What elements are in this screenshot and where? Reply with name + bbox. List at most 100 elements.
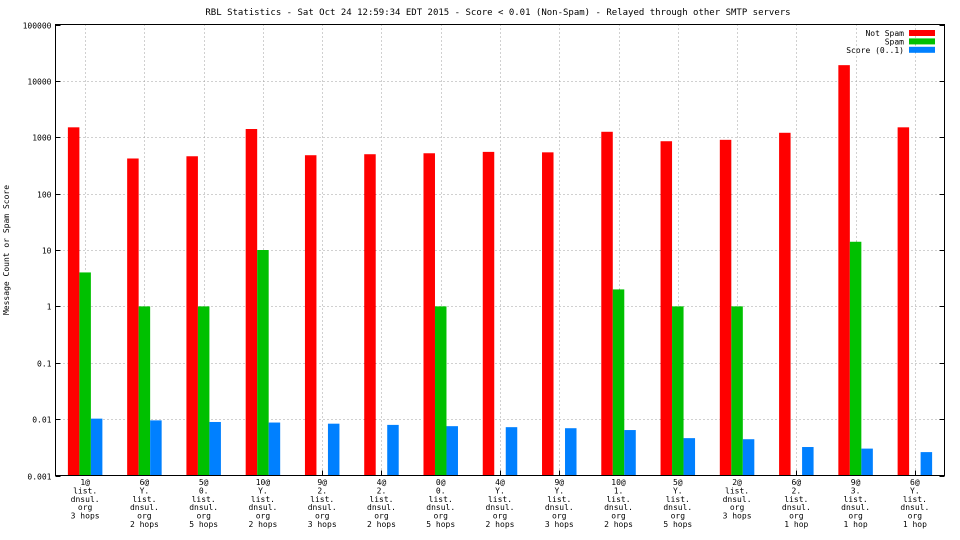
bar-spam (257, 250, 269, 476)
x-tick-label: dnsul. (486, 503, 515, 512)
y-tick-label: 100000 (23, 22, 52, 31)
x-tick-label: dnsul. (545, 503, 574, 512)
x-tick-label: dnsul. (308, 503, 337, 512)
x-tick-label: 2 hops (367, 520, 396, 529)
bar-not-spam (838, 65, 850, 476)
x-tick-label: 2. (317, 486, 327, 495)
x-tick-label: 6@ (792, 478, 802, 487)
x-tick-label: 1@ (80, 478, 90, 487)
x-tick-label: org (908, 512, 923, 521)
x-tick-label: 3 hops (308, 520, 337, 529)
x-tick-label: dnsul. (782, 503, 811, 512)
x-tick-label: 5@ (673, 478, 683, 487)
bar-spam (731, 306, 743, 476)
x-tick-label: 0. (199, 486, 209, 495)
y-tick-label: 10 (42, 247, 52, 256)
x-tick-label: 1 hop (903, 520, 927, 529)
y-tick-label: 0.01 (32, 416, 51, 425)
bar-not-spam (601, 131, 613, 476)
x-tick-label: 4@ (377, 478, 387, 487)
x-tick-label: list. (606, 495, 630, 504)
x-tick-label: 6@ (910, 478, 920, 487)
x-tick-label: 1 hop (844, 520, 868, 529)
bar-not-spam (897, 127, 910, 476)
bar-spam (79, 272, 91, 476)
x-tick-label: Y. (140, 486, 150, 495)
x-tick-label: 0. (436, 486, 446, 495)
bar-spam (434, 306, 447, 476)
x-tick-label: dnsul. (841, 503, 870, 512)
bar-score-0-1 (150, 420, 162, 476)
x-tick-label: list. (844, 495, 868, 504)
x-tick-label: dnsul. (426, 503, 455, 512)
x-tick-label: 5 hops (189, 520, 218, 529)
x-tick-label: 9@ (554, 478, 564, 487)
x-tick-label: dnsul. (367, 503, 396, 512)
bar-score-0-1 (387, 424, 399, 476)
x-tick-label: 2 hops (130, 520, 159, 529)
x-tick-label: list. (192, 495, 216, 504)
x-tick-label: 2@ (732, 478, 742, 487)
x-tick-label: dnsul. (71, 495, 100, 504)
x-tick-label: 2 hops (486, 520, 515, 529)
x-tick-label: 10@ (611, 478, 626, 487)
x-tick-label: 3 hops (71, 512, 100, 521)
x-tick-label: list. (132, 495, 156, 504)
bar-score-0-1 (565, 428, 577, 476)
x-tick-label: org (315, 512, 330, 521)
x-tick-label: org (730, 503, 745, 512)
bar-spam (197, 306, 210, 476)
x-tick-label: list. (369, 495, 393, 504)
legend-label: Score (0..1) (846, 46, 904, 55)
x-tick-label: 2. (792, 486, 802, 495)
y-axis-label: Message Count or Spam Score (2, 185, 11, 315)
y-tick-label: 1 (47, 303, 52, 312)
x-tick-label: org (552, 512, 567, 521)
bar-score-0-1 (683, 438, 696, 476)
x-tick-label: 3 hops (723, 512, 752, 521)
legend-swatch (909, 46, 935, 53)
x-tick-label: Y. (673, 486, 683, 495)
bar-score-0-1 (624, 430, 636, 476)
x-tick-label: 2. (377, 486, 387, 495)
x-tick-label: 2 hops (248, 520, 277, 529)
x-tick-label: org (434, 512, 449, 521)
legend-swatch (909, 38, 935, 45)
y-tick-label: 10000 (27, 78, 51, 87)
x-tick-label: Y. (910, 486, 920, 495)
x-tick-label: org (78, 503, 93, 512)
chart-title: RBL Statistics - Sat Oct 24 12:59:34 EDT… (205, 8, 790, 18)
bar-score-0-1 (861, 448, 873, 476)
x-tick-label: org (374, 512, 389, 521)
bars (67, 65, 933, 476)
bar-spam (849, 241, 862, 476)
y-tick-label: 0.001 (27, 473, 51, 482)
bar-not-spam (127, 158, 139, 476)
x-tick-label: 3 hops (545, 520, 574, 529)
bar-not-spam (719, 139, 732, 476)
x-tick-label: dnsul. (604, 503, 633, 512)
x-tick-label: list. (784, 495, 808, 504)
x-tick-label: org (196, 512, 211, 521)
x-tick-label: dnsul. (723, 495, 752, 504)
x-tick-label: 5 hops (663, 520, 692, 529)
x-tick-label: dnsul. (248, 503, 277, 512)
x-tick-label: list. (547, 495, 571, 504)
x-tick-label: org (789, 512, 804, 521)
bar-not-spam (364, 154, 376, 476)
bar-score-0-1 (920, 452, 933, 476)
plot-frame (55, 24, 945, 476)
x-tick-label: list. (725, 486, 749, 495)
x-tick-label: org (611, 512, 626, 521)
x-tick-label: 2 hops (604, 520, 633, 529)
x-tick-label: 4@ (495, 478, 505, 487)
bar-score-0-1 (209, 421, 221, 476)
x-tick-label: org (671, 512, 686, 521)
x-tick-label: 9@ (851, 478, 861, 487)
bar-score-0-1 (446, 426, 458, 476)
bar-not-spam (779, 132, 791, 476)
legend-label: Spam (885, 37, 904, 46)
x-tick-label: 3. (851, 486, 861, 495)
x-tick-label: list. (251, 495, 275, 504)
